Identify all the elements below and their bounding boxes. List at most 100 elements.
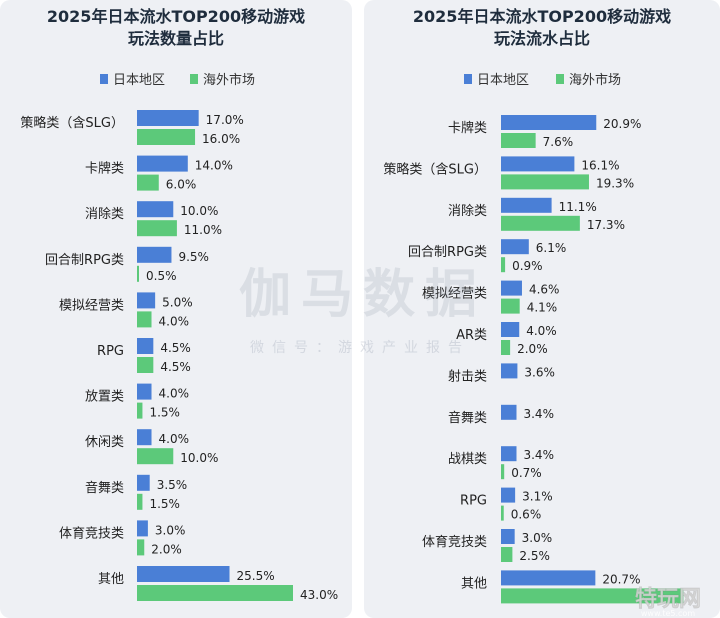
value-label-overseas: 0.6% (511, 508, 542, 522)
value-label-overseas: 17.3% (587, 218, 625, 232)
bar-overseas (501, 174, 589, 190)
panel-divider (352, 0, 364, 618)
category-label: 消除类 (85, 207, 124, 222)
legend-label: 海外市场 (203, 72, 255, 88)
category-label: 回合制RPG类 (45, 253, 124, 268)
bar-japan (501, 570, 596, 586)
value-label-japan: 3.0% (155, 523, 186, 537)
bar-japan (137, 246, 172, 263)
chart-panel-genre-revenue: 2025年日本流水TOP200移动游戏 玩法流水占比 日本地区 海外市场 卡牌类 20.9… (364, 0, 720, 618)
value-label-japan: 4.5% (160, 341, 191, 355)
bar-overseas (137, 493, 143, 510)
bar-japan (501, 322, 520, 337)
category-group: 音舞类 3.4% (448, 404, 554, 426)
bar-overseas (137, 265, 139, 282)
category-label: 模拟经营类 (59, 298, 124, 313)
value-label-japan: 3.1% (522, 490, 553, 504)
category-group: RPG 4.5% 4.5% (97, 338, 191, 374)
category-group: 消除类 10.0% 11.0% (85, 201, 222, 237)
bar-japan (501, 156, 575, 172)
value-label-japan: 11.1% (559, 200, 597, 214)
bar-overseas (501, 588, 684, 604)
bar-japan (137, 155, 188, 172)
value-label-japan: 3.0% (522, 531, 553, 545)
category-group: 模拟经营类 4.6% 4.1% (422, 280, 559, 315)
value-label-overseas: 43.0% (300, 588, 338, 602)
bar-overseas (501, 340, 511, 355)
bar-overseas (501, 215, 580, 231)
bar-overseas (137, 539, 145, 556)
category-group: 其他 20.7% (461, 570, 684, 604)
value-label-japan: 17.0% (206, 113, 244, 127)
category-label: 体育竞技类 (422, 534, 487, 550)
category-group: 消除类 11.1% 17.3% (448, 197, 625, 232)
bar-overseas (137, 174, 159, 191)
category-group: 体育竞技类 3.0% 2.0% (59, 520, 185, 556)
value-label-overseas: 16.0% (202, 132, 240, 146)
bar-overseas (501, 257, 506, 273)
category-group: 体育竞技类 3.0% 2.5% (422, 529, 552, 563)
bar-overseas (137, 357, 154, 373)
value-label-japan: 3.5% (157, 478, 188, 492)
chart-title-line: 玩法流水占比 (494, 29, 590, 48)
value-label-japan: 20.9% (603, 117, 641, 131)
bar-overseas (501, 464, 505, 480)
category-group: AR类 4.0% 2.0% (456, 322, 557, 356)
value-label-japan: 20.7% (602, 572, 640, 586)
value-label-overseas: 2.5% (519, 549, 550, 563)
bar-japan (501, 239, 529, 255)
value-label-japan: 4.0% (526, 324, 557, 338)
value-label-japan: 25.5% (237, 569, 275, 583)
chart-title-line: 2025年日本流水TOP200移动游戏 (47, 7, 305, 26)
legend-swatch (556, 74, 564, 84)
bar-japan (137, 338, 154, 354)
bar-japan (501, 487, 516, 503)
category-label: 战棋类 (448, 452, 487, 467)
value-label-overseas: 0.7% (511, 466, 541, 480)
category-group: 回合制RPG类 6.1% 0.9% (408, 239, 566, 273)
category-label: 其他 (461, 576, 487, 591)
legend-swatch (100, 74, 108, 84)
value-label-overseas: 2.0% (517, 342, 548, 356)
bar-overseas (137, 448, 174, 465)
category-group: 卡牌类 20.9% 7.6% (448, 115, 641, 149)
bar-overseas (137, 129, 196, 145)
category-group: 战棋类 3.4% 0.7% (448, 446, 554, 480)
legend-swatch (190, 74, 198, 84)
value-label-japan: 16.1% (581, 158, 619, 172)
category-group: 策略类（含SLG） 16.1% 19.3% (383, 156, 634, 190)
value-label-japan: 14.0% (195, 159, 233, 173)
bar-japan (501, 197, 552, 213)
value-label-overseas: 1.5% (149, 497, 180, 511)
category-label: 体育竞技类 (59, 525, 124, 541)
category-group: 策略类（含SLG） 17.0% 16.0% (20, 110, 244, 146)
value-label-overseas: 4.0% (159, 314, 190, 328)
value-label-japan: 6.1% (536, 241, 567, 255)
value-label-overseas: 7.6% (543, 135, 574, 149)
bar-japan (137, 566, 230, 582)
category-label: 策略类（含SLG） (383, 161, 487, 177)
value-label-overseas: 19.3% (596, 176, 634, 190)
category-label: 其他 (98, 572, 124, 587)
bar-japan (137, 292, 156, 309)
category-label: 音舞类 (85, 480, 124, 496)
bar-japan (501, 446, 517, 462)
bar-overseas (137, 402, 143, 419)
value-label-overseas: 0.5% (146, 269, 177, 283)
bar-japan (137, 429, 152, 446)
bar-japan (501, 280, 522, 296)
bar-overseas (137, 220, 177, 237)
bar-overseas (501, 547, 513, 562)
category-label: 放置类 (85, 390, 124, 405)
chart-title-line: 玩法数量占比 (128, 29, 224, 48)
bar-overseas (501, 505, 504, 521)
category-label: RPG (97, 344, 124, 359)
bar-japan (501, 404, 517, 420)
category-group: 其他 25.5% 43.0% (98, 566, 338, 602)
value-label-overseas: 0.9% (512, 259, 543, 273)
category-label: 射击类 (448, 368, 487, 384)
value-label-japan: 3.6% (524, 365, 555, 379)
bar-japan (501, 115, 597, 130)
category-label: 卡牌类 (85, 161, 124, 177)
